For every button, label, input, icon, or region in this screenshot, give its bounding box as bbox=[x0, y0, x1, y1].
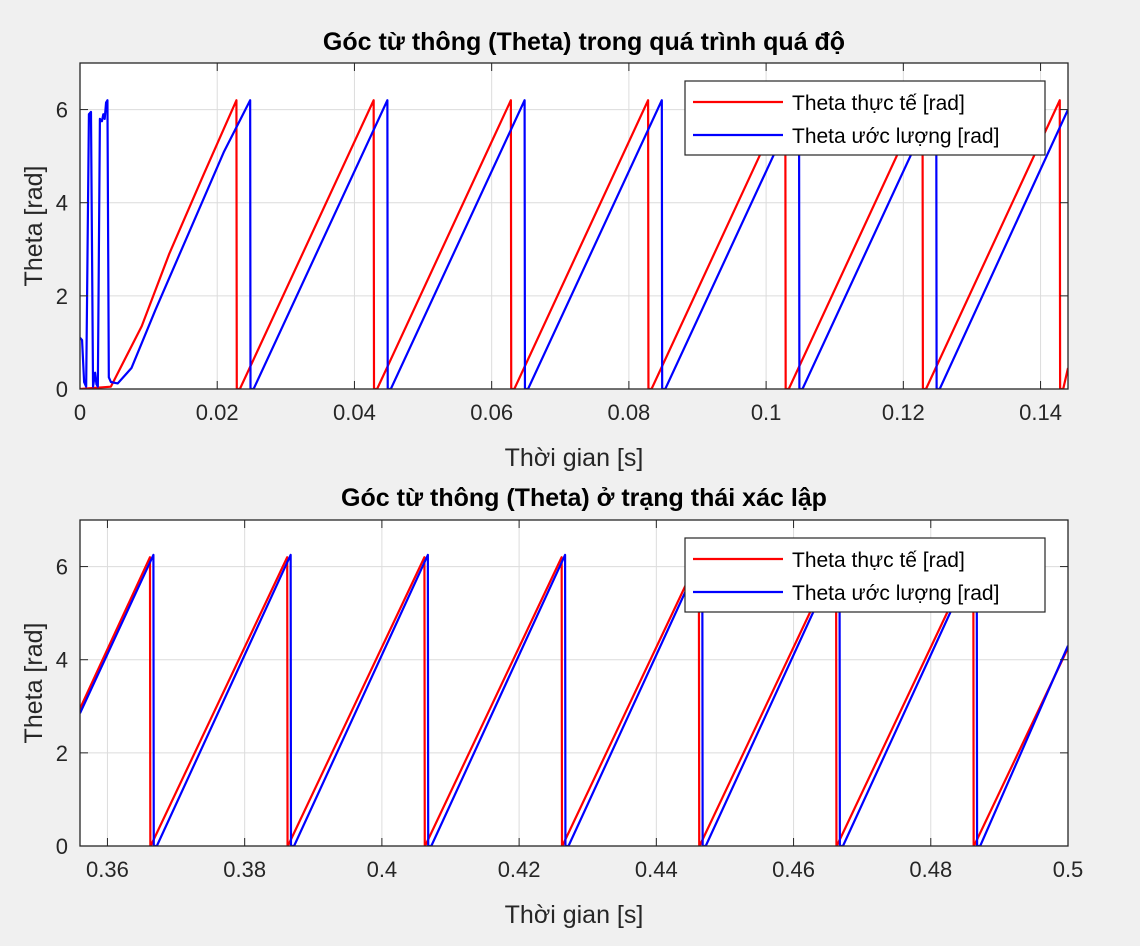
x-tick-label: 0.48 bbox=[909, 857, 952, 882]
x-tick-label: 0.06 bbox=[470, 400, 513, 425]
x-tick-label: 0.36 bbox=[86, 857, 129, 882]
legend-label-actual: Theta thực tế [rad] bbox=[792, 549, 965, 572]
legend-box bbox=[684, 537, 1046, 613]
x-axis-label: Thời gian [s] bbox=[505, 901, 644, 929]
theta-actual-series-line bbox=[80, 556, 1068, 846]
y-tick-label: 6 bbox=[56, 555, 68, 580]
x-tick-label: 0.4 bbox=[367, 857, 398, 882]
legend-box bbox=[684, 80, 1046, 156]
x-tick-label: 0.08 bbox=[607, 400, 650, 425]
y-tick-label: 0 bbox=[56, 834, 68, 859]
y-axis-label: Theta [rad] bbox=[20, 166, 48, 287]
axes-frame bbox=[79, 62, 1069, 390]
y-tick-label: 0 bbox=[56, 377, 68, 402]
y-tick-label: 2 bbox=[56, 284, 68, 309]
axes-frame bbox=[79, 519, 1069, 847]
x-tick-label: 0.12 bbox=[882, 400, 925, 425]
y-tick-label: 4 bbox=[56, 191, 68, 216]
theta-estimated-series-line bbox=[80, 553, 1068, 846]
steady-state-theta-plot: 0.36 0.38 0.4 0.42 0.44 0.46 0.48 0.5 0 2 4 6 Góc từ… bbox=[20, 484, 1083, 929]
y-axis-label: Theta [rad] bbox=[20, 623, 48, 744]
x-tick-label: 0.46 bbox=[772, 857, 815, 882]
theta-estimated-series-line bbox=[80, 99, 1068, 389]
legend-label-estimated: Theta ước lượng [rad] bbox=[792, 125, 999, 148]
x-tick-label: 0.5 bbox=[1053, 857, 1084, 882]
x-tick-label: 0.42 bbox=[498, 857, 541, 882]
chart-title: Góc từ thông (Theta) trong quá trình quá… bbox=[323, 28, 845, 56]
y-tick-label: 2 bbox=[56, 741, 68, 766]
legend-label-actual: Theta thực tế [rad] bbox=[792, 92, 965, 115]
y-tick-label: 6 bbox=[56, 98, 68, 123]
transient-theta-plot: 0 0.02 0.04 0.06 0.08 0.1 0.12 0.14 0 2 4 6 Góc từ t… bbox=[20, 28, 1069, 472]
y-tick-label: 4 bbox=[56, 648, 68, 673]
chart-title: Góc từ thông (Theta) ở trạng thái xác lậ… bbox=[341, 484, 827, 512]
x-tick-label: 0.1 bbox=[751, 400, 782, 425]
x-tick-label: 0.04 bbox=[333, 400, 376, 425]
theta-actual-series-line bbox=[80, 99, 1068, 389]
x-tick-label: 0.14 bbox=[1019, 400, 1062, 425]
x-tick-label: 0.02 bbox=[196, 400, 239, 425]
legend-label-estimated: Theta ước lượng [rad] bbox=[792, 582, 999, 605]
x-tick-label: 0 bbox=[74, 400, 86, 425]
x-tick-label: 0.38 bbox=[223, 857, 266, 882]
x-tick-label: 0.44 bbox=[635, 857, 678, 882]
x-axis-label: Thời gian [s] bbox=[505, 444, 644, 472]
